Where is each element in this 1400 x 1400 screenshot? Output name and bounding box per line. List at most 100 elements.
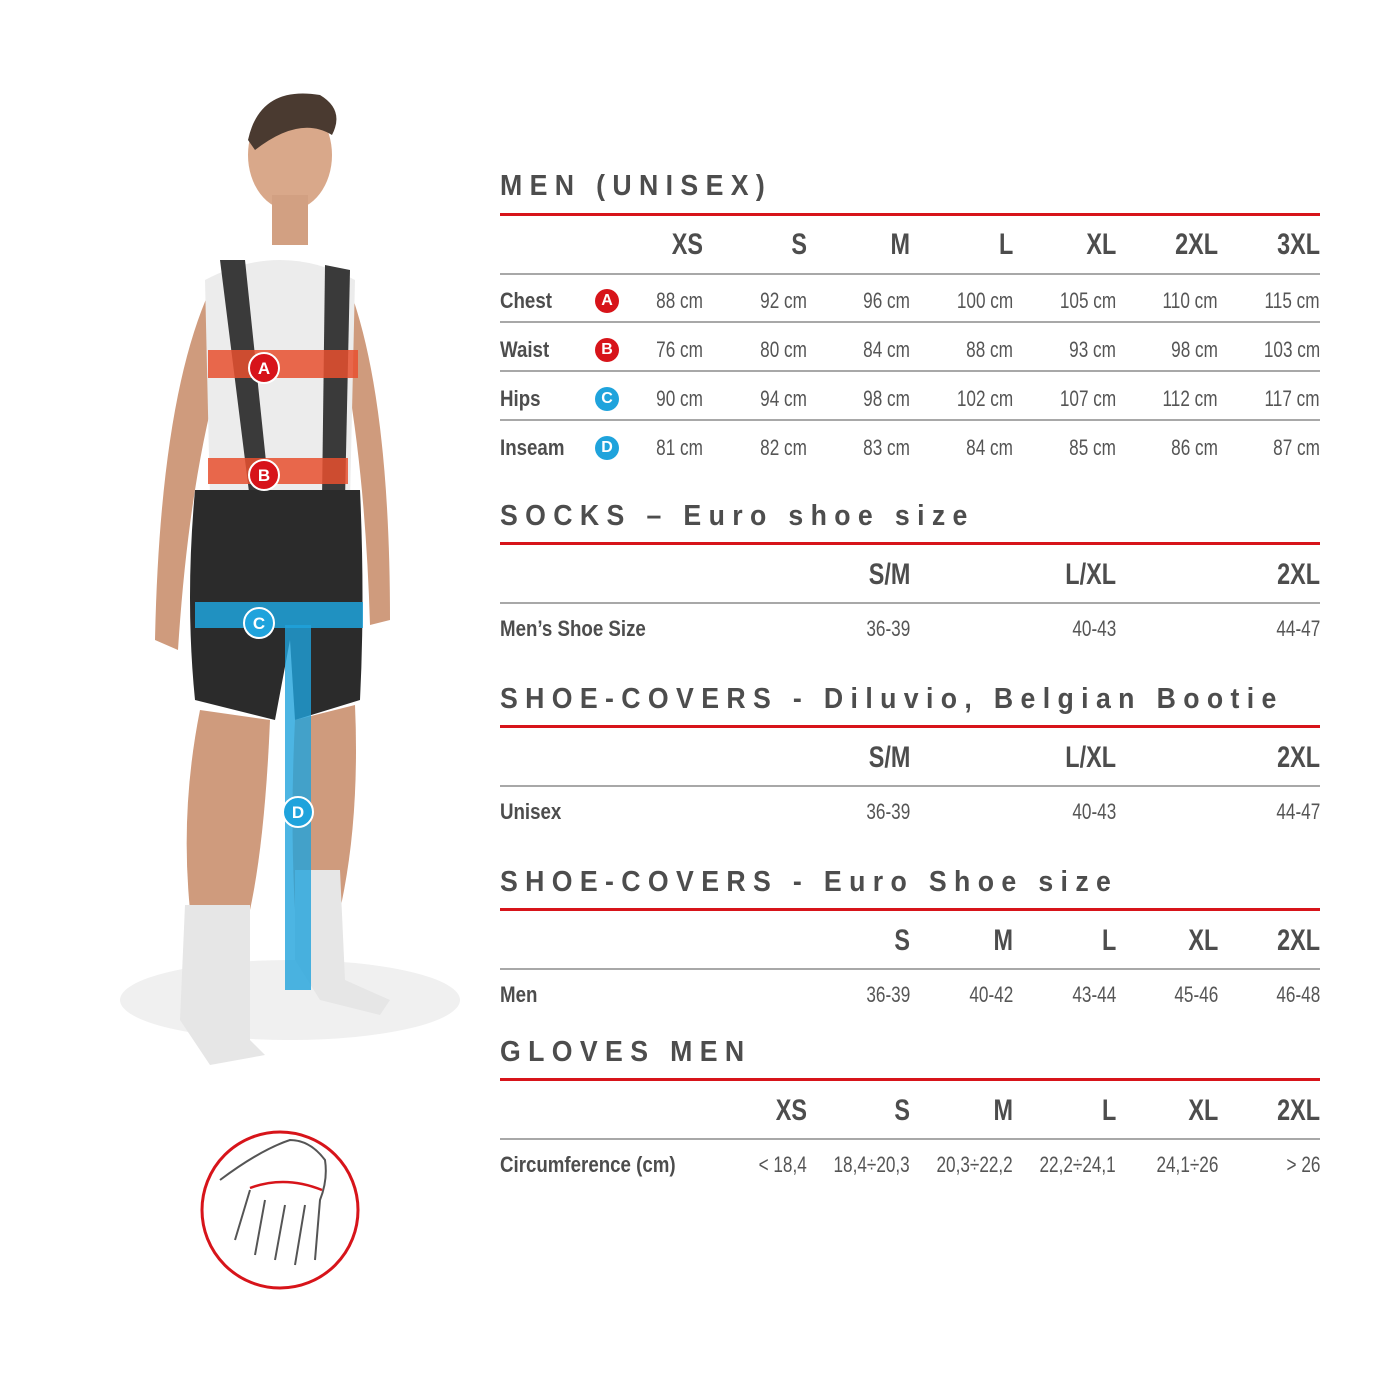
row-label: Circumference (cm): [500, 1152, 676, 1177]
value-cell: 100 cm: [956, 288, 1013, 313]
value-cell: 117 cm: [1264, 386, 1320, 411]
row-divider: [500, 968, 1320, 970]
table-row: Waist B 76 cm 80 cm 84 cm 88 cm 93 cm 98 cm 103 …: [500, 337, 1320, 377]
value-cell: 90 cm: [656, 386, 703, 411]
section-title: MEN (UNISEX): [500, 170, 773, 202]
section-title: SHOE-COVERS - Diluvio, Belgian Bootie: [500, 683, 1284, 715]
value-cell: 40-43: [1072, 616, 1116, 641]
value-cell: 105 cm: [1059, 288, 1116, 313]
size-header: 2XL: [1277, 924, 1320, 957]
size-header: XL: [1188, 924, 1218, 957]
value-cell: 18,4÷20,3: [833, 1152, 910, 1177]
value-cell: 84 cm: [966, 435, 1013, 460]
row-label: Hips: [500, 386, 541, 411]
svg-text:B: B: [258, 466, 270, 485]
value-cell: 96 cm: [863, 288, 910, 313]
title-divider: [500, 1078, 1320, 1081]
value-cell: 43-44: [1072, 982, 1116, 1007]
table-row: Circumference (cm) < 18,4 18,4÷20,3 20,3…: [500, 1152, 1320, 1192]
value-cell: 98 cm: [863, 386, 910, 411]
size-header: L/XL: [1065, 741, 1116, 774]
section-title: SOCKS – Euro shoe size: [500, 500, 975, 532]
svg-text:C: C: [253, 614, 265, 633]
title-divider: [500, 725, 1320, 728]
size-header: S/M: [868, 741, 910, 774]
row-label: Waist: [500, 337, 550, 362]
size-header: XS: [775, 1094, 807, 1127]
row-divider: [500, 785, 1320, 787]
size-header: S: [894, 1094, 910, 1127]
size-header-row: XS S M L XL 2XL: [500, 1094, 1320, 1134]
value-cell: 88 cm: [966, 337, 1013, 362]
value-cell: 24,1÷26: [1156, 1152, 1218, 1177]
svg-text:D: D: [292, 803, 304, 822]
row-label: Men’s Shoe Size: [500, 616, 646, 641]
value-cell: 22,2÷24,1: [1039, 1152, 1116, 1177]
value-cell: 83 cm: [863, 435, 910, 460]
value-cell: 87 cm: [1273, 435, 1320, 460]
value-cell: 110 cm: [1162, 288, 1218, 313]
value-cell: 40-43: [1072, 799, 1116, 824]
value-cell: 46-48: [1276, 982, 1320, 1007]
value-cell: 44-47: [1276, 616, 1320, 641]
size-header-row: S/M L/XL 2XL: [500, 741, 1320, 781]
table-row: Men’s Shoe Size 36-39 40-43 44-47: [500, 616, 1320, 656]
size-header: S/M: [868, 558, 910, 591]
value-cell: 107 cm: [1059, 386, 1116, 411]
value-cell: 86 cm: [1171, 435, 1218, 460]
section-title: SHOE-COVERS - Euro Shoe size: [500, 866, 1119, 898]
table-row: Hips C 90 cm 94 cm 98 cm 102 cm 107 cm 112 cm 11…: [500, 386, 1320, 426]
measure-badge: B: [595, 338, 619, 362]
title-divider: [500, 542, 1320, 545]
size-header: L: [1101, 1094, 1116, 1127]
table-row: Inseam D 81 cm 82 cm 83 cm 84 cm 85 cm 86 cm 87 …: [500, 435, 1320, 475]
row-divider: [500, 1138, 1320, 1140]
value-cell: 80 cm: [760, 337, 807, 362]
measure-badge: A: [595, 289, 619, 313]
value-cell: 94 cm: [760, 386, 807, 411]
size-header-row: S M L XL 2XL: [500, 924, 1320, 964]
row-label: Unisex: [500, 799, 562, 824]
size-header: XS: [671, 228, 703, 261]
size-header: S: [791, 228, 807, 261]
row-divider: [500, 370, 1320, 372]
size-header: 2XL: [1175, 228, 1218, 261]
size-header: M: [993, 924, 1014, 957]
row-label: Inseam: [500, 435, 565, 460]
value-cell: 98 cm: [1171, 337, 1218, 362]
value-cell: > 26: [1286, 1152, 1320, 1177]
size-header: M: [890, 228, 911, 261]
size-header: L/XL: [1065, 558, 1116, 591]
value-cell: 36-39: [866, 799, 910, 824]
value-cell: 112 cm: [1162, 386, 1218, 411]
title-divider: [500, 908, 1320, 911]
measure-badge: C: [595, 387, 619, 411]
value-cell: 102 cm: [956, 386, 1013, 411]
size-header-row: S/M L/XL 2XL: [500, 558, 1320, 598]
size-header: XL: [1086, 228, 1116, 261]
value-cell: < 18,4: [758, 1152, 807, 1177]
value-cell: 45-46: [1174, 982, 1218, 1007]
size-header: XL: [1188, 1094, 1218, 1127]
value-cell: 81 cm: [656, 435, 703, 460]
value-cell: 76 cm: [656, 337, 703, 362]
svg-text:A: A: [258, 359, 270, 378]
value-cell: 36-39: [866, 982, 910, 1007]
value-cell: 84 cm: [863, 337, 910, 362]
row-divider: [500, 321, 1320, 323]
value-cell: 20,3÷22,2: [936, 1152, 1013, 1177]
value-cell: 103 cm: [1263, 337, 1320, 362]
row-label: Men: [500, 982, 538, 1007]
value-cell: 36-39: [866, 616, 910, 641]
table-row: Men 36-39 40-42 43-44 45-46 46-48: [500, 982, 1320, 1022]
row-divider: [500, 273, 1320, 275]
row-divider: [500, 602, 1320, 604]
size-header-row: XS S M L XL 2XL 3XL: [500, 228, 1320, 268]
title-divider: [500, 213, 1320, 216]
size-header: 3XL: [1277, 228, 1320, 261]
size-header: 2XL: [1277, 1094, 1320, 1127]
value-cell: 44-47: [1276, 799, 1320, 824]
value-cell: 92 cm: [760, 288, 807, 313]
size-header: L: [998, 228, 1013, 261]
size-header: 2XL: [1277, 741, 1320, 774]
